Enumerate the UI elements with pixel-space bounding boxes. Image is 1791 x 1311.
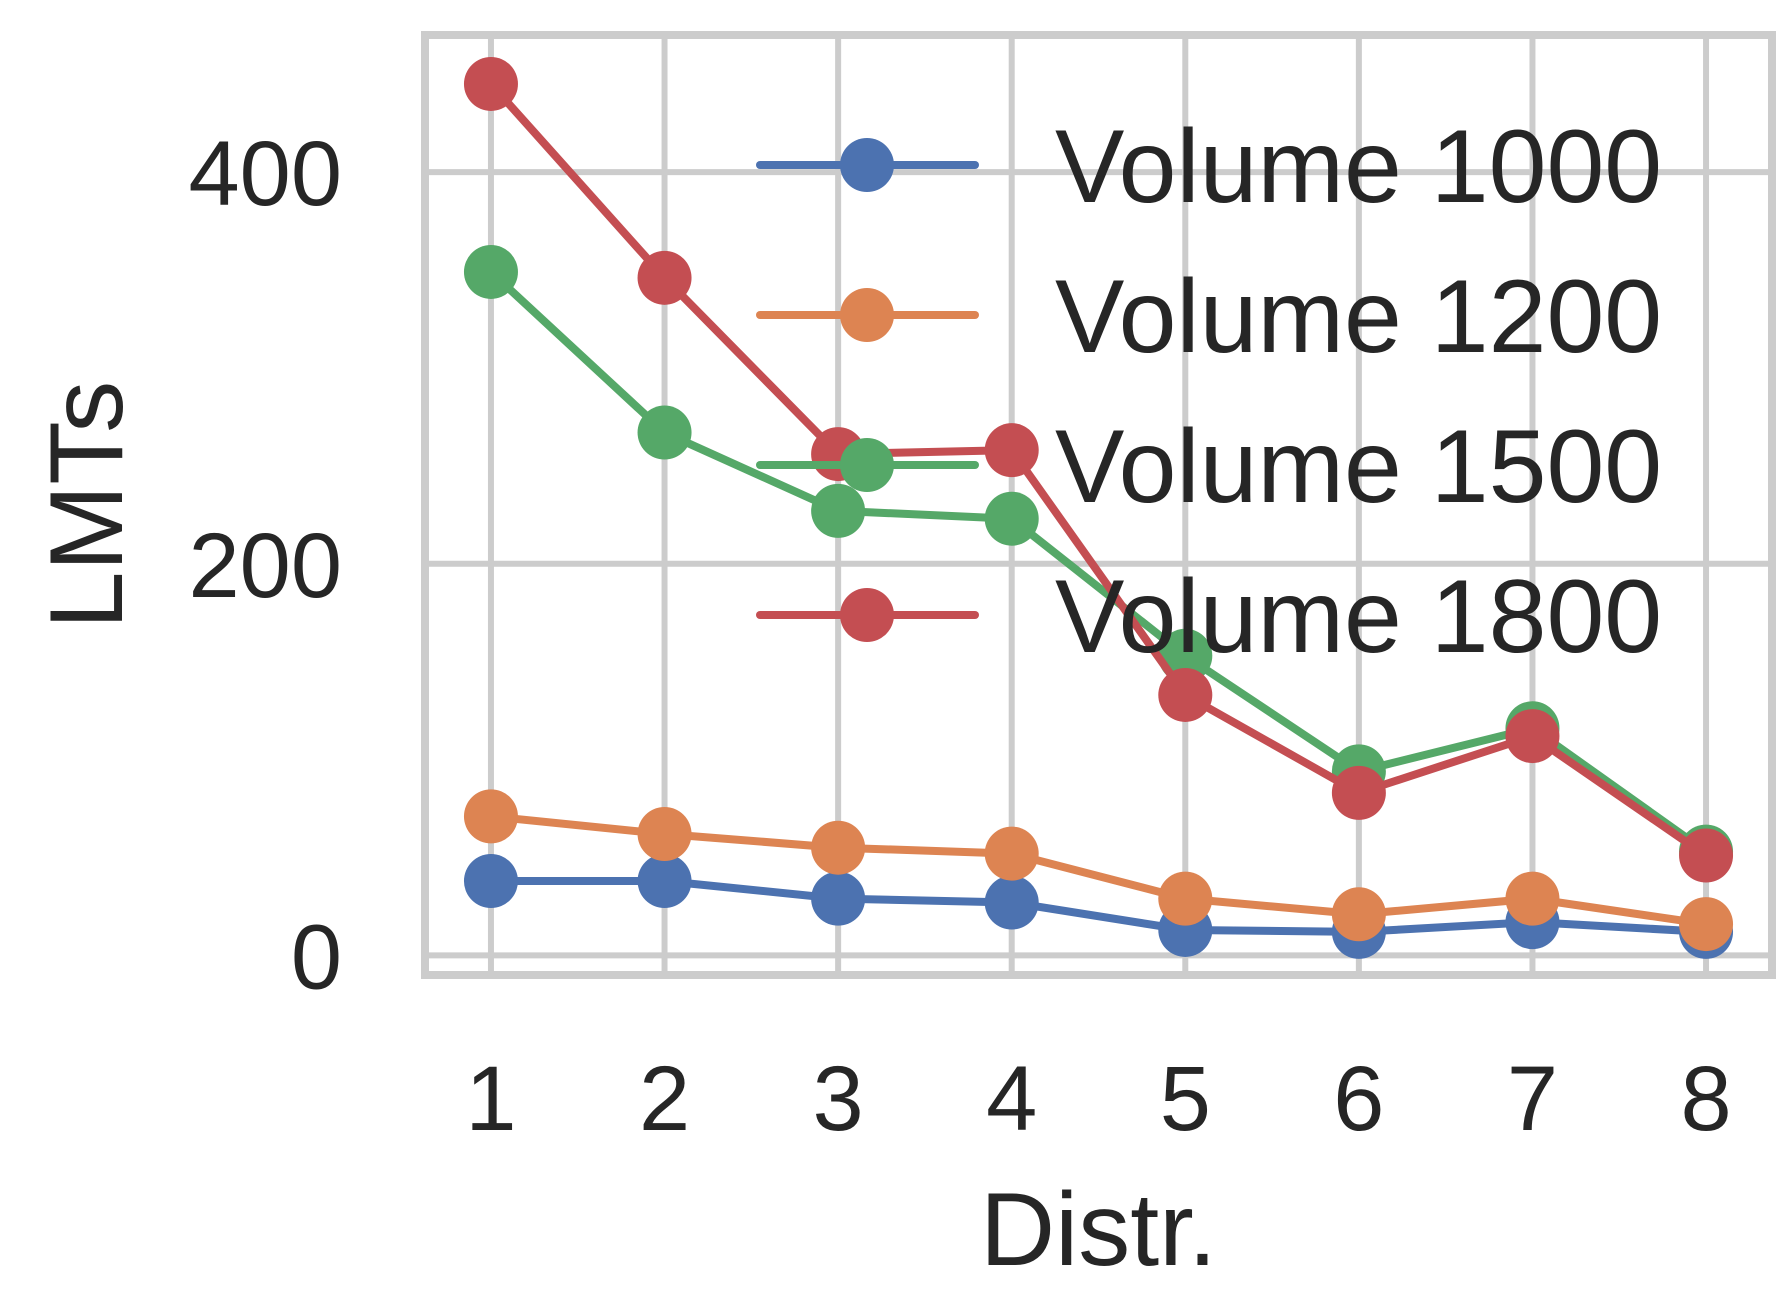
x-tick-label: 1 bbox=[465, 1048, 516, 1150]
x-axis-label: Distr. bbox=[980, 1172, 1217, 1288]
data-point bbox=[463, 244, 518, 299]
legend-label: Volume 1800 bbox=[1055, 559, 1662, 675]
data-point bbox=[811, 871, 866, 926]
legend-marker bbox=[840, 438, 894, 492]
series-line bbox=[486, 267, 1711, 856]
x-tick-label: 5 bbox=[1160, 1048, 1211, 1150]
y-tick-label: 200 bbox=[189, 515, 343, 617]
data-point bbox=[637, 854, 692, 908]
data-point bbox=[637, 807, 692, 861]
legend-item-4: Volume 1800 bbox=[756, 559, 1662, 675]
data-point bbox=[1331, 887, 1386, 942]
legend-item-2: Volume 1200 bbox=[756, 259, 1662, 375]
legend-marker bbox=[840, 288, 894, 342]
legend-label: Volume 1000 bbox=[1055, 109, 1662, 225]
data-point bbox=[1679, 828, 1734, 883]
data-point bbox=[1158, 667, 1213, 722]
data-point bbox=[637, 405, 692, 460]
y-tick-label: 400 bbox=[189, 123, 343, 225]
data-point bbox=[811, 483, 866, 538]
series-2 bbox=[463, 789, 1734, 952]
data-point bbox=[463, 854, 518, 908]
data-point bbox=[984, 875, 1039, 930]
x-tick-label: 2 bbox=[639, 1048, 690, 1150]
series-line bbox=[486, 812, 1711, 929]
x-tick-labels: 1 2 3 4 5 6 7 8 bbox=[465, 1048, 1731, 1150]
legend-marker bbox=[840, 138, 894, 192]
x-tick-label: 7 bbox=[1507, 1048, 1558, 1150]
y-tick-label: 0 bbox=[291, 906, 342, 1008]
data-point bbox=[984, 423, 1039, 478]
data-point bbox=[1679, 897, 1734, 952]
series-layer bbox=[463, 56, 1734, 959]
data-point bbox=[463, 789, 518, 844]
series-line bbox=[486, 877, 1711, 936]
data-point bbox=[1505, 709, 1560, 764]
x-tick-label: 3 bbox=[813, 1048, 864, 1150]
legend: Volume 1000 Volume 1200 Volume 1500 Volume … bbox=[756, 109, 1662, 675]
data-point bbox=[1158, 871, 1213, 926]
data-point bbox=[984, 826, 1039, 881]
grid-lines bbox=[425, 35, 1772, 975]
x-tick-label: 8 bbox=[1680, 1048, 1731, 1150]
series-line bbox=[486, 79, 1711, 860]
data-point bbox=[984, 491, 1039, 546]
legend-item-3: Volume 1500 bbox=[756, 409, 1662, 525]
data-point bbox=[1331, 765, 1386, 820]
y-axis-label: LMTs bbox=[29, 381, 145, 629]
legend-label: Volume 1500 bbox=[1055, 409, 1662, 525]
y-tick-labels: 0 200 400 bbox=[189, 123, 343, 1008]
data-point bbox=[811, 820, 866, 875]
data-point bbox=[1505, 871, 1560, 926]
data-point bbox=[637, 250, 692, 305]
x-tick-label: 4 bbox=[986, 1048, 1037, 1150]
legend-label: Volume 1200 bbox=[1055, 259, 1662, 375]
plot-frame bbox=[421, 31, 1776, 979]
x-tick-label: 6 bbox=[1333, 1048, 1384, 1150]
legend-marker bbox=[840, 588, 894, 642]
data-point bbox=[463, 56, 518, 111]
legend-item-1: Volume 1000 bbox=[756, 109, 1662, 225]
